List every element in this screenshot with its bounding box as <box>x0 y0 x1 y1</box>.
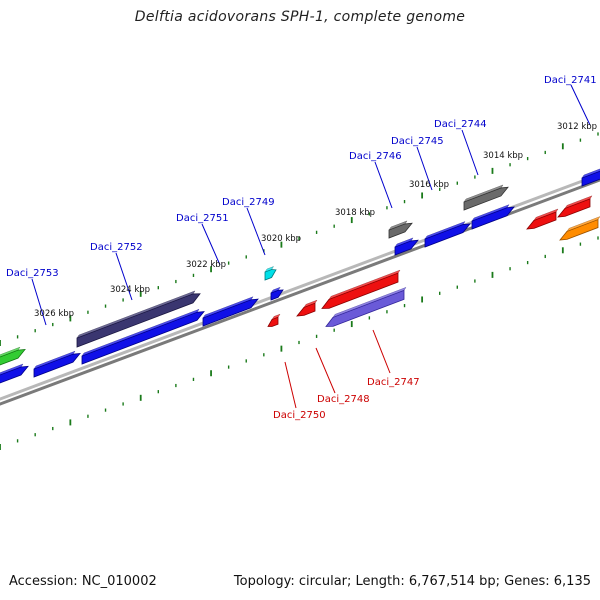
gene-label-daci-2751[interactable]: Daci_2751 <box>176 213 229 224</box>
scale-label-3022: 3022 kbp <box>186 260 226 270</box>
gene-arrow-1-top <box>0 363 24 376</box>
gene-arrow-4 <box>202 296 259 327</box>
gene-arrow-daci-2748a <box>296 299 318 317</box>
gene-label-daci-2752[interactable]: Daci_2752 <box>90 242 143 253</box>
forward-gene-labels: Daci_2741 Daci_2744 Daci_2745 Daci_2746 … <box>6 75 597 279</box>
leader-line-9 <box>315 347 336 394</box>
gene-arrow-green <box>0 346 26 366</box>
gene-arrow-3-top <box>81 308 200 357</box>
gene-arrow-7-top <box>424 221 466 240</box>
gene-arrow-orange-body <box>559 218 599 241</box>
leader-line-3 <box>374 161 393 209</box>
leader-line-2 <box>416 146 433 191</box>
gene-label-daci-2748[interactable]: Daci_2748 <box>317 394 370 405</box>
gene-arrow-daci-2747-top <box>332 286 407 318</box>
gene-features <box>0 168 600 384</box>
gene-arrow-red-right1-top <box>533 208 559 221</box>
gene-arrow-daci-2752 <box>76 290 201 348</box>
leader-line-7 <box>31 278 47 326</box>
gene-label-daci-2753[interactable]: Daci_2753 <box>6 268 59 279</box>
gene-arrow-daci-2750 <box>267 313 281 327</box>
gene-arrow-4-top <box>202 296 254 319</box>
gene-arrow-red-right2 <box>557 195 593 218</box>
gene-arrow-daci-2749-top <box>264 265 275 273</box>
gene-arrow-9-top <box>581 168 600 179</box>
gene-arrow-red-long-top <box>328 269 401 300</box>
tick-marks <box>0 132 599 450</box>
gene-arrow-1 <box>0 363 29 384</box>
gene-arrow-red-long <box>321 269 401 309</box>
scale-label-3018: 3018 kbp <box>335 208 375 218</box>
gene-arrow-daci-2752-top <box>76 290 196 339</box>
leader-line-6 <box>115 252 133 301</box>
gene-label-daci-2745[interactable]: Daci_2745 <box>391 136 444 147</box>
accession-text: Accession: NC_010002 <box>9 574 157 589</box>
scale-label-3012: 3012 kbp <box>557 122 597 132</box>
gene-arrow-orange <box>559 216 600 241</box>
gene-arrow-daci-2746-top <box>388 220 408 231</box>
leader-line-1 <box>461 129 479 176</box>
gene-arrow-7 <box>424 221 471 248</box>
scale-label-3024: 3024 kbp <box>110 285 150 295</box>
gene-label-daci-2741[interactable]: Daci_2741 <box>544 75 597 86</box>
leader-line-10 <box>284 361 297 409</box>
map-title: Delftia acidovorans SPH-1, complete geno… <box>134 9 466 25</box>
gene-arrow-red-right1-body <box>526 211 557 230</box>
gene-arrow-daci-2744-top <box>463 184 504 203</box>
gene-label-daci-2750[interactable]: Daci_2750 <box>273 410 326 421</box>
gene-arrow-6 <box>394 237 419 256</box>
label-leader-lines <box>31 84 591 409</box>
gene-arrow-5-top <box>270 286 281 294</box>
leader-line-5 <box>201 223 221 266</box>
gene-arrow-green-top <box>0 346 21 358</box>
gene-arrow-3 <box>81 308 205 365</box>
leader-line-4 <box>246 207 266 256</box>
scale-label-3016: 3016 kbp <box>409 180 449 190</box>
gene-label-daci-2744[interactable]: Daci_2744 <box>434 119 487 130</box>
gene-arrow-daci-2749 <box>264 265 277 281</box>
gene-arrow-red-right2-body <box>557 198 591 218</box>
scale-label-3026: 3026 kbp <box>34 309 74 319</box>
gene-arrow-2 <box>33 350 81 378</box>
scale-labels: 3012 kbp 3014 kbp 3016 kbp 3018 kbp 3020… <box>34 122 597 319</box>
gene-arrow-daci-2746 <box>388 220 413 239</box>
genome-summary-text: Topology: circular; Length: 6,767,514 bp… <box>233 574 591 589</box>
gene-arrow-2-top <box>33 350 76 370</box>
reverse-gene-labels: Daci_2747 Daci_2748 Daci_2750 <box>273 377 420 421</box>
gene-arrow-8 <box>471 204 515 230</box>
gene-arrow-6-top <box>394 237 414 248</box>
gene-label-daci-2749[interactable]: Daci_2749 <box>222 197 275 208</box>
gene-arrow-daci-2748a-top <box>303 299 318 308</box>
gene-arrow-daci-2744 <box>463 184 509 211</box>
scale-label-3020: 3020 kbp <box>261 234 301 244</box>
leader-line-0 <box>570 84 591 126</box>
gene-arrow-5 <box>270 286 284 301</box>
scale-label-3014: 3014 kbp <box>483 151 523 161</box>
genome-backbone <box>0 172 600 406</box>
leader-line-8 <box>372 329 391 374</box>
gene-arrow-8-top <box>471 204 510 222</box>
gene-arrow-red-right1 <box>526 208 559 230</box>
gene-arrow-daci-2750-top <box>271 313 281 320</box>
gene-arrow-orange-top <box>566 216 600 232</box>
gene-arrow-daci-2747 <box>325 286 407 327</box>
gene-label-daci-2747[interactable]: Daci_2747 <box>367 377 420 388</box>
gene-label-daci-2746[interactable]: Daci_2746 <box>349 151 402 162</box>
gene-arrow-red-right2-top <box>564 195 593 209</box>
backbone-line-top <box>0 172 600 401</box>
